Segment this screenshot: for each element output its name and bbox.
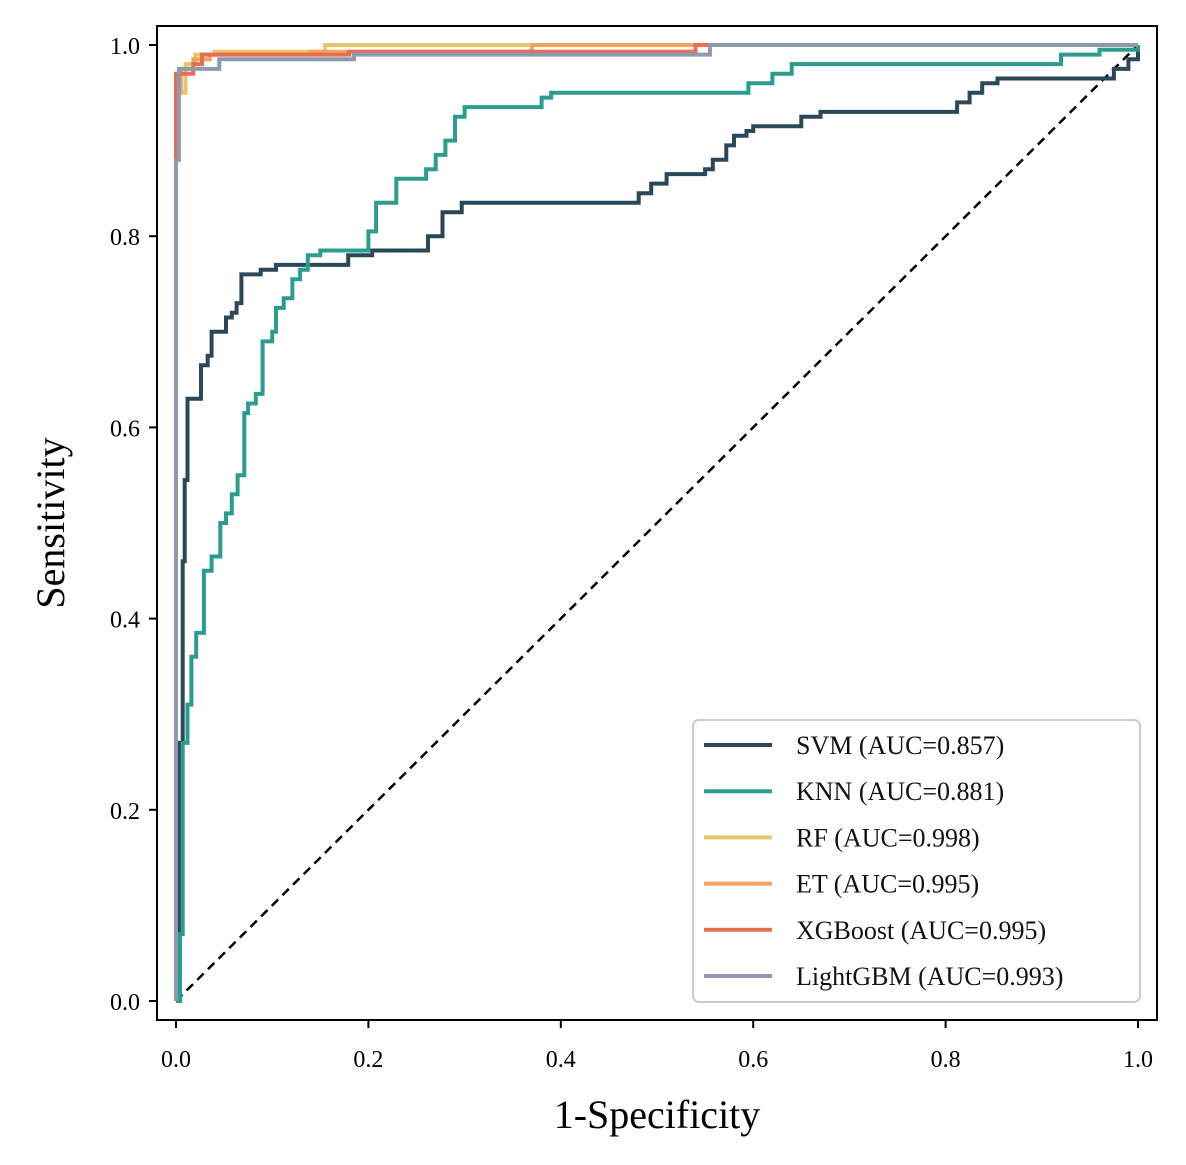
series-line-xgboost xyxy=(174,43,1138,1001)
y-tick-label: 0.2 xyxy=(110,799,140,825)
x-tick-label: 0.6 xyxy=(738,1047,768,1073)
x-axis-title: 1-Specificity xyxy=(554,1092,761,1137)
legend-label: XGBoost (AUC=0.995) xyxy=(796,916,1046,945)
series-line-knn xyxy=(176,45,1140,1003)
y-axis-title: Sensitivity xyxy=(28,437,73,608)
series-line-svm xyxy=(176,45,1140,1003)
plot-frame xyxy=(156,25,1158,1021)
y-tick-label: 0.0 xyxy=(110,990,140,1016)
legend-label: LightGBM (AUC=0.993) xyxy=(796,962,1063,991)
curves-layer xyxy=(174,43,1140,1003)
x-tick-label: 0.8 xyxy=(931,1047,961,1073)
x-tick-label: 1.0 xyxy=(1123,1047,1153,1073)
chance-diagonal-line xyxy=(175,44,1139,1002)
y-tick-label: 0.8 xyxy=(110,225,140,251)
legend-frame xyxy=(692,719,1141,1003)
legend: SVM (AUC=0.857) KNN (AUC=0.881) RF (AUC=0.… xyxy=(692,719,1141,1003)
y-tick-label: 0.6 xyxy=(110,416,140,442)
x-tick-label: 0.2 xyxy=(353,1047,383,1073)
y-tick-label: 0.4 xyxy=(110,608,140,634)
legend-label: KNN (AUC=0.881) xyxy=(796,777,1004,806)
x-tick-label: 0.0 xyxy=(161,1047,191,1073)
series-line-lightgbm xyxy=(174,43,1138,1001)
legend-label: RF (AUC=0.998) xyxy=(796,823,980,852)
legend-label: ET (AUC=0.995) xyxy=(796,870,979,899)
y-axis-ticks: 0.0 0.2 0.4 0.6 0.8 1.0 xyxy=(110,34,157,1016)
x-axis-ticks: 0.0 0.2 0.4 0.6 0.8 1.0 xyxy=(161,1020,1153,1073)
legend-label: SVM (AUC=0.857) xyxy=(796,731,1004,760)
x-tick-label: 0.4 xyxy=(546,1047,576,1073)
y-tick-label: 1.0 xyxy=(110,34,140,60)
